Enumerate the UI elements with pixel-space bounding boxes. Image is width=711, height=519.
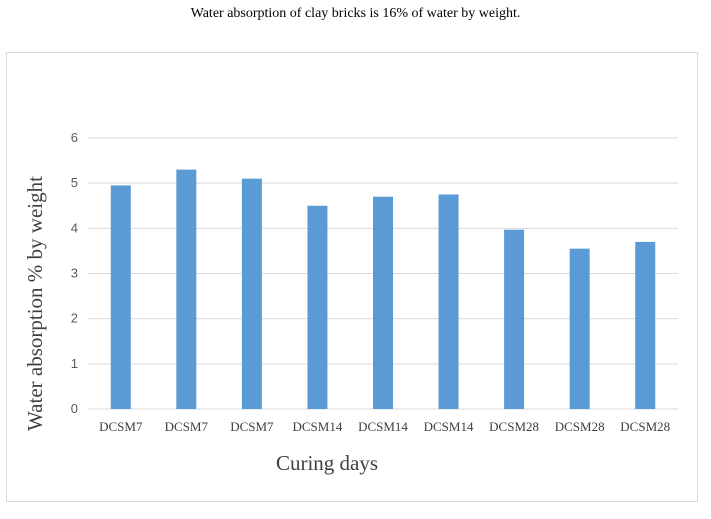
bar-3 <box>307 205 328 409</box>
x-tick-labels: DCSM7 DCSM7 DCSM7 DCSM14 DCSM14 DCSM14 DCSM28 D… <box>99 419 670 434</box>
y-tick-label: 4 <box>71 220 78 235</box>
bar-5 <box>438 194 459 409</box>
chart-caption: Water absorption of clay bricks is 16% o… <box>190 6 521 21</box>
x-tick-label: DCSM28 <box>489 419 539 434</box>
x-axis-title: Curing days <box>276 451 378 475</box>
y-tick-labels: 0 1 2 3 4 5 6 <box>71 130 78 416</box>
bars <box>110 169 656 409</box>
y-tick-label: 1 <box>71 356 78 371</box>
y-tick-label: 6 <box>71 130 78 145</box>
bar-8 <box>635 241 656 409</box>
bar-6 <box>504 229 525 409</box>
y-tick-label: 2 <box>71 311 78 326</box>
y-tick-label: 5 <box>71 175 78 190</box>
x-tick-label: DCSM14 <box>424 419 474 434</box>
y-axis-title: Water absorption % by weight <box>23 176 47 431</box>
bar-7 <box>569 248 590 409</box>
bar-2 <box>241 178 262 409</box>
x-tick-label: DCSM14 <box>293 419 343 434</box>
x-tick-label: DCSM7 <box>230 419 274 434</box>
x-tick-label: DCSM14 <box>358 419 408 434</box>
bar-4 <box>373 196 393 409</box>
bar-1 <box>176 169 197 409</box>
y-tick-label: 0 <box>71 401 78 416</box>
y-tick-label: 3 <box>71 266 78 281</box>
x-tick-label: DCSM7 <box>99 419 143 434</box>
x-tick-label: DCSM28 <box>620 419 670 434</box>
x-tick-label: DCSM28 <box>555 419 605 434</box>
x-tick-label: DCSM7 <box>165 419 209 434</box>
bar-0 <box>110 185 131 409</box>
